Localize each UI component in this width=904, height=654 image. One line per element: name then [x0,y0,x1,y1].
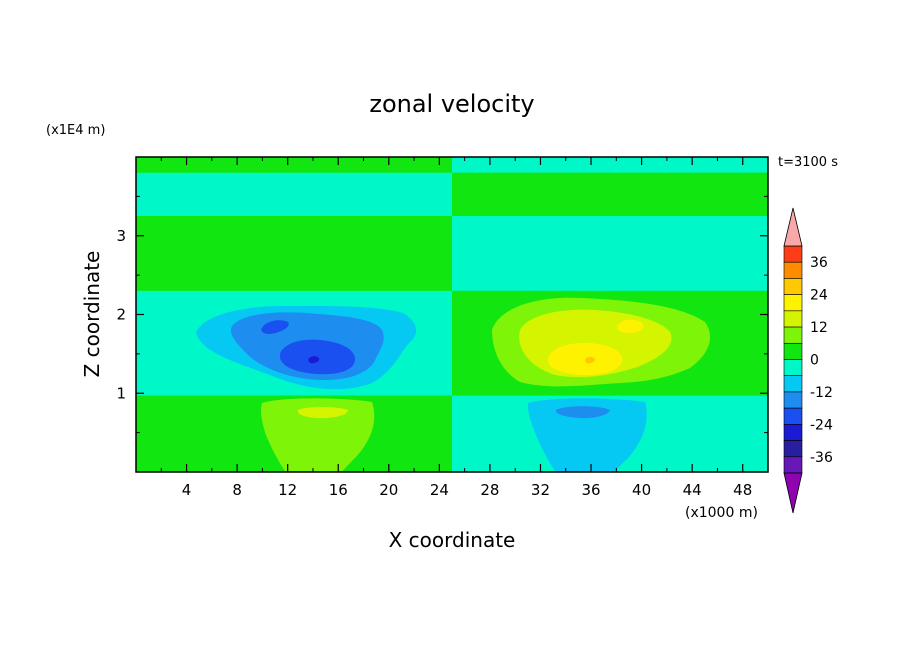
colorbar-box [783,440,803,458]
colorbar-box [783,326,803,344]
y-tick-label: 3 [116,227,126,245]
x-unit-label: (x1000 m) [685,505,758,521]
colorbar-box [783,456,803,474]
colorbar-box [783,375,803,393]
contour-neg-18 [279,339,356,375]
x-tick-label: 24 [430,481,449,499]
x-axis: 4 8 12 16 20 24 28 32 36 40 44 48 [160,157,752,499]
y-axis-title: Z coordinate [80,251,104,378]
colorbar-box [783,359,803,377]
colorbar-label: 12 [810,320,828,336]
contour-pos-18 [547,342,623,376]
x-tick-label: 44 [683,481,702,499]
x-tick-label: 40 [632,481,651,499]
field-band [452,157,768,173]
y-tick-label: 2 [116,306,126,324]
colorbar-label: -36 [810,450,833,466]
colorbar-box [783,407,803,425]
colorbar-min-triangle [783,472,803,514]
x-tick-label: 28 [480,481,499,499]
y-unit-label: (x1E4 m) [46,123,105,138]
x-tick-label: 32 [531,481,550,499]
contour-neg-18-small [261,320,289,334]
x-tick-label: 12 [278,481,297,499]
contour-neg-12-lower [555,406,610,419]
field-band [452,216,768,291]
colorbar-box [783,391,803,409]
x-tick-label: 20 [379,481,398,499]
chart-title: zonal velocity [369,90,534,118]
negative-lobe-lower-right [527,398,647,472]
x-axis-title: X coordinate [389,528,516,552]
colorbar-box [783,261,803,279]
negative-anomaly-upper-left [196,305,417,390]
colorbar-box [783,278,803,295]
colorbar-box [783,424,803,441]
contour-pos-18-small [617,319,644,334]
contour-pos-12-lower [297,407,348,419]
field-band [452,172,768,217]
contour-pos-6-lower [261,398,375,472]
colorbar-label: -12 [810,385,833,401]
x-tick-label: 16 [329,481,348,499]
y-axis: 1 2 3 [116,195,768,434]
x-tick-label: 4 [182,481,192,499]
colorbar: 36 24 12 0 -12 -24 -36 [783,207,833,514]
colorbar-box [783,342,803,360]
y-tick-label: 1 [116,384,126,402]
contour-neg-24 [308,356,320,364]
colorbar-label: 24 [810,288,828,304]
x-tick-label: 8 [232,481,242,499]
colorbar-max-triangle [783,207,803,247]
contour-neg-6-lower [527,398,647,472]
colorbar-box [783,245,803,263]
colorbar-label: -24 [810,417,833,433]
time-label: t=3100 s [778,155,838,170]
field-band [136,216,452,291]
field-band [136,172,452,217]
colorbar-label: 36 [810,255,828,271]
colorbar-label: 0 [810,353,819,369]
colorbar-box [783,294,803,312]
colorbar-box [783,310,803,328]
x-tick-label: 48 [733,481,752,499]
contour-pos-24 [585,356,595,364]
positive-lobe-lower-left [261,398,375,472]
x-tick-label: 36 [581,481,600,499]
field-band [136,157,452,173]
positive-anomaly-upper-right [492,297,711,387]
plot-area [136,157,768,472]
